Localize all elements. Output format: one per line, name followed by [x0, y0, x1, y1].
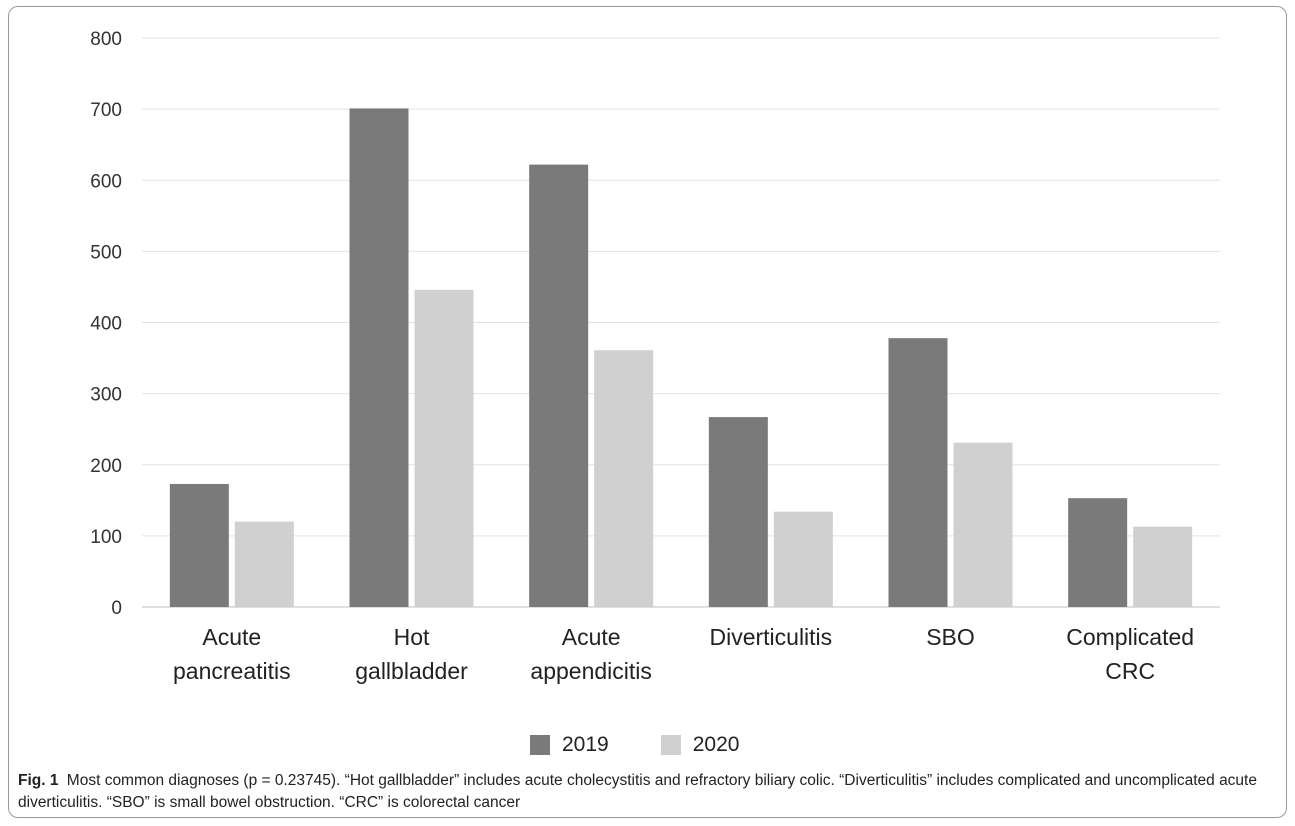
caption-text: Most common diagnoses (p = 0.23745). “Ho… [18, 772, 1257, 811]
y-tick-label: 700 [90, 100, 122, 121]
x-category-label-line: Acute [202, 624, 261, 650]
y-tick-label: 200 [90, 456, 122, 477]
legend-swatch-2019 [530, 735, 550, 755]
bar-2019-0 [169, 483, 229, 607]
caption-label: Fig. 1 [18, 772, 59, 789]
bar-chart: 0 100 200 300 400 500 600 700 800 Acute pancreatit… [90, 29, 1220, 684]
x-category-label: Hot gallbladder [355, 624, 468, 684]
bar-2019-5 [1068, 498, 1128, 607]
x-category-label-line: Hot [394, 624, 430, 650]
bar-2020-1 [414, 289, 474, 607]
y-tick-label: 500 [90, 242, 122, 263]
legend-swatch-2020 [660, 735, 681, 755]
chart-legend: 2019 2020 [530, 733, 739, 757]
x-category-label: Diverticulitis [709, 624, 832, 650]
bar-2020-0 [234, 521, 294, 607]
figure-frame [8, 6, 1287, 818]
bar-2020-3 [773, 511, 833, 607]
y-tick-label: 100 [90, 527, 122, 548]
bar-2019-4 [888, 338, 948, 607]
bar-2020-5 [1133, 526, 1193, 607]
y-tick-label: 300 [90, 385, 122, 406]
legend-label-2019: 2019 [562, 733, 609, 756]
x-category-label-line: CRC [1105, 658, 1155, 684]
x-category-label: Acute pancreatitis [173, 624, 291, 684]
y-tick-label: 600 [90, 171, 122, 192]
x-category-label-line: Acute [562, 624, 621, 650]
x-category-label: Complicated CRC [1066, 624, 1194, 684]
bar-2020-4 [953, 442, 1013, 607]
x-category-label: SBO [926, 624, 975, 650]
legend-item-2019: 2019 [530, 733, 609, 757]
y-tick-label: 400 [90, 314, 122, 335]
legend-item-2020: 2020 [660, 733, 740, 757]
legend-label-2020: 2020 [692, 733, 740, 756]
bar-2019-3 [708, 417, 768, 607]
bar-2019-2 [529, 164, 589, 608]
x-category-label-line: SBO [926, 624, 975, 650]
y-tick-label: 800 [90, 29, 122, 50]
bar-2020-2 [594, 350, 654, 607]
x-category-label-line: Diverticulitis [709, 624, 832, 650]
y-tick-label: 0 [111, 598, 122, 619]
x-category-label-line: Complicated [1066, 624, 1194, 650]
x-category-label: Acute appendicitis [530, 624, 651, 684]
figure-caption: Fig. 1 Most common diagnoses (p = 0.2374… [18, 770, 1278, 814]
bar-2019-1 [349, 108, 409, 607]
x-category-label-line: gallbladder [355, 658, 468, 684]
x-category-label-line: appendicitis [530, 658, 651, 684]
x-category-label-line: pancreatitis [173, 658, 291, 684]
